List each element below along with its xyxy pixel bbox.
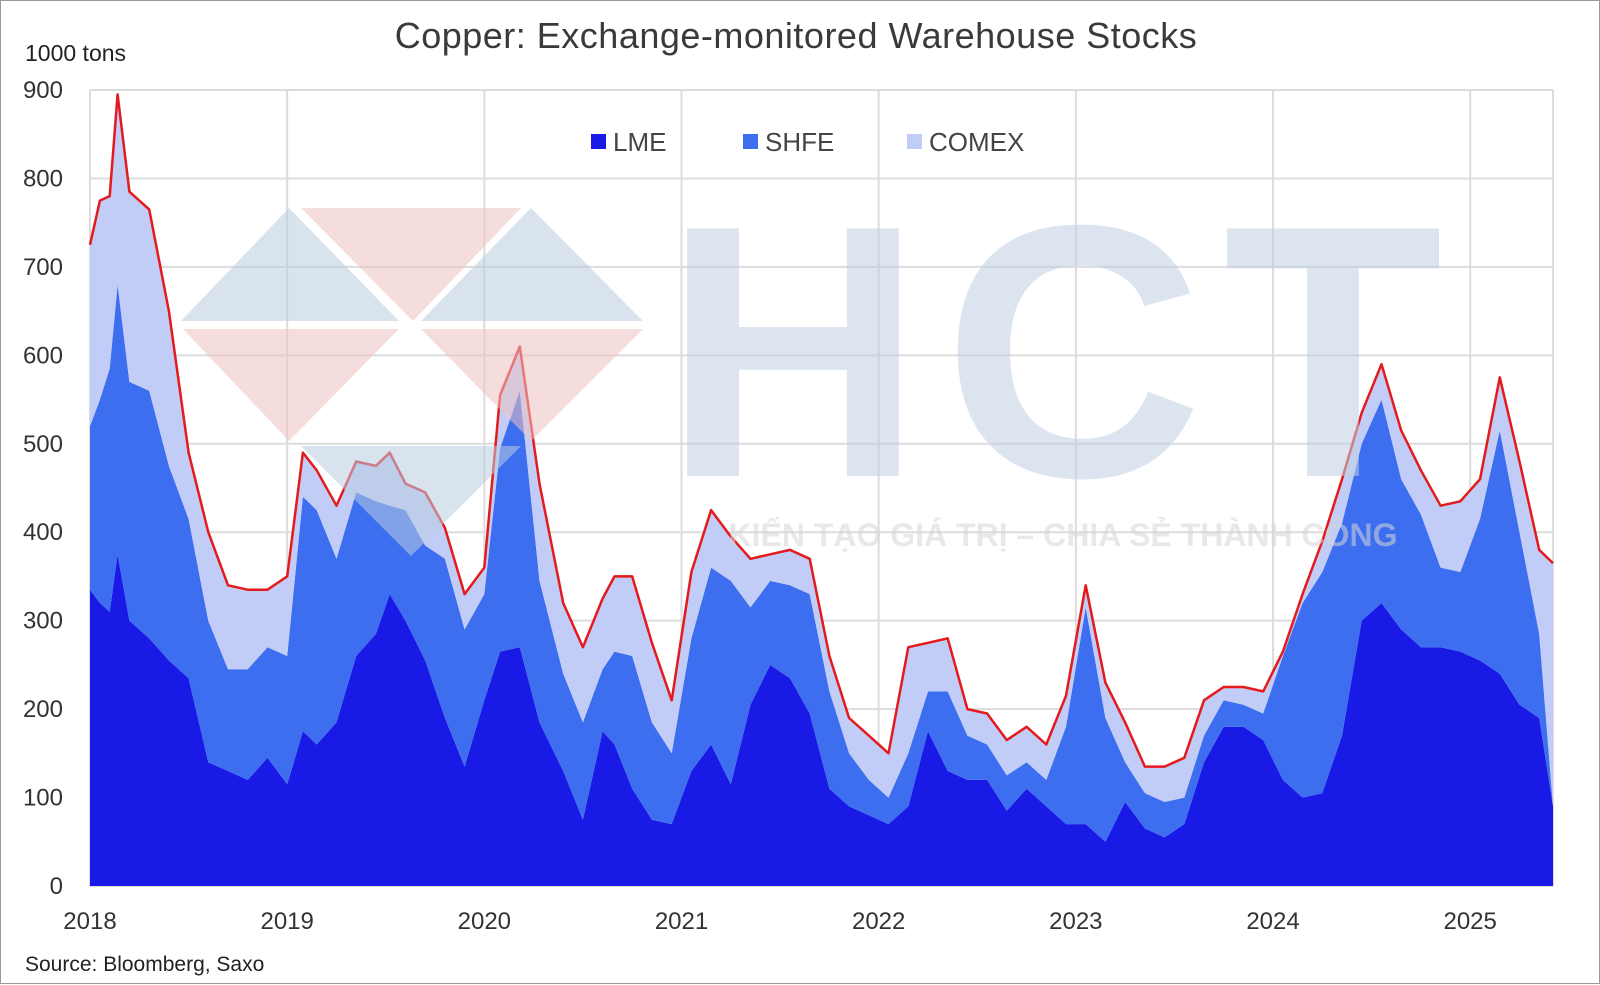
x-tick-label: 2018 <box>63 908 116 935</box>
total-stock-line <box>88 93 1554 768</box>
legend-label-comex: COMEX <box>929 127 1024 157</box>
legend-label-shfe: SHFE <box>765 127 834 157</box>
y-axis-ticks: 0 100 200 300 400 500 600 700 800 900 <box>23 77 63 900</box>
legend-swatch-lme <box>591 134 606 149</box>
watermark-triangle-4 <box>183 329 399 441</box>
x-axis-ticks: 2018 2019 2020 2021 2022 2023 2024 2025 <box>63 908 1497 935</box>
y-tick-label: 200 <box>23 696 63 723</box>
watermark-logo: HCT KIẾN TẠO GIÁ TRỊ – CHIA SẺ THÀNH CÔN… <box>181 151 1463 556</box>
watermark-triangle-2 <box>301 208 521 321</box>
y-tick-label: 400 <box>23 519 63 546</box>
y-axis-unit-label: 1000 tons <box>25 40 126 66</box>
total-line-group <box>88 93 1554 768</box>
x-tick-label: 2019 <box>260 908 313 935</box>
legend-label-lme: LME <box>613 127 666 157</box>
x-tick-label: 2021 <box>655 908 708 935</box>
y-tick-label: 700 <box>23 254 63 281</box>
legend-swatch-shfe <box>743 134 758 149</box>
watermark-letters: HCT <box>663 151 1463 553</box>
stacked-areas <box>90 94 1553 886</box>
y-tick-label: 300 <box>23 608 63 635</box>
y-tick-label: 800 <box>23 165 63 192</box>
x-tick-label: 2020 <box>458 908 511 935</box>
area-shfe <box>90 284 1553 842</box>
y-tick-label: 0 <box>50 873 63 900</box>
x-tick-label: 2025 <box>1443 908 1496 935</box>
x-tick-label: 2024 <box>1246 908 1299 935</box>
y-tick-label: 600 <box>23 342 63 369</box>
x-tick-label: 2023 <box>1049 908 1102 935</box>
legend: LME SHFE COMEX <box>591 127 1024 157</box>
watermark-slogan: KIẾN TẠO GIÁ TRỊ – CHIA SẺ THÀNH CÔNG <box>728 517 1397 553</box>
area-lme <box>90 554 1553 886</box>
legend-swatch-comex <box>907 134 922 149</box>
chart-title: Copper: Exchange-monitored Warehouse Sto… <box>395 15 1198 56</box>
x-tick-label: 2022 <box>852 908 905 935</box>
y-tick-label: 100 <box>23 785 63 812</box>
watermark-triangle-5 <box>421 329 643 441</box>
y-tick-label: 900 <box>23 77 63 104</box>
watermark-triangle-3 <box>421 208 643 321</box>
watermark-triangle-6 <box>301 446 521 556</box>
watermark-triangle-1 <box>181 208 399 321</box>
y-tick-label: 500 <box>23 431 63 458</box>
source-note: Source: Bloomberg, Saxo <box>25 953 264 976</box>
